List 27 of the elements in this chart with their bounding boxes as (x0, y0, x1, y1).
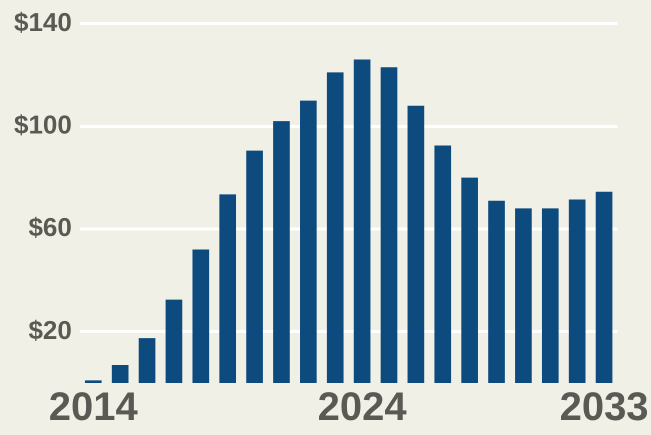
bar (488, 200, 505, 383)
bar (192, 250, 210, 383)
bar (300, 100, 317, 383)
bar (568, 199, 586, 383)
bar (84, 380, 102, 383)
bar (596, 192, 612, 383)
y-tick-label: $60 (28, 212, 72, 242)
y-tick-label: $20 (28, 314, 72, 345)
bar (326, 72, 344, 383)
y-tick-label: $100 (14, 109, 72, 140)
bar (273, 121, 290, 383)
bar (408, 106, 424, 383)
bar (112, 365, 128, 383)
bar (219, 194, 236, 383)
bar (434, 146, 452, 383)
bar (380, 67, 398, 383)
bar (246, 150, 263, 383)
bar (542, 208, 559, 383)
bar (461, 178, 478, 383)
bar (166, 300, 182, 383)
x-tick-label: 2033 (560, 385, 649, 430)
x-tick-label: 2014 (48, 385, 139, 430)
y-tick-label: $140 (14, 6, 72, 37)
bar (354, 60, 370, 383)
x-tick-label: 2024 (318, 385, 408, 430)
bar (515, 208, 532, 383)
bar (138, 338, 156, 383)
